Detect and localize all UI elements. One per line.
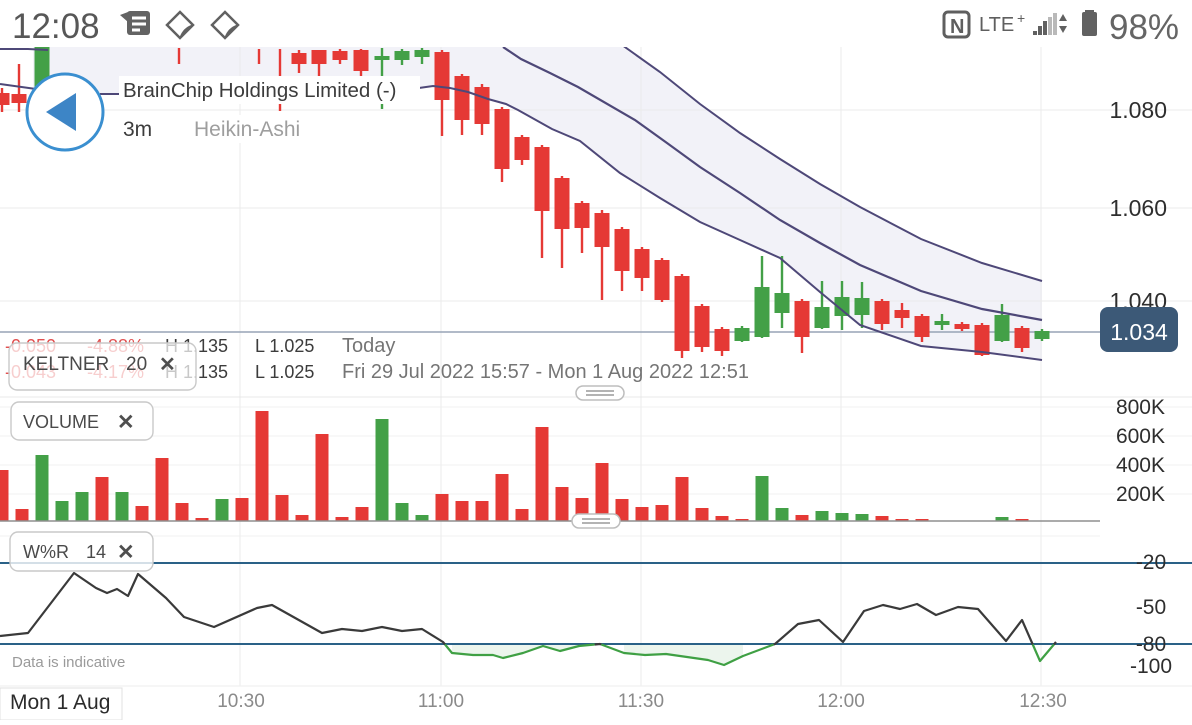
svg-text:✕: ✕ bbox=[117, 541, 135, 564]
svg-text:-80: -80 bbox=[1136, 633, 1166, 656]
svg-text:12:30: 12:30 bbox=[1019, 691, 1067, 712]
svg-text:600K: 600K bbox=[1116, 425, 1165, 448]
svg-text:Mon 1 Aug: Mon 1 Aug bbox=[10, 691, 110, 714]
svg-text:20: 20 bbox=[126, 354, 147, 375]
svg-text:+: + bbox=[1017, 10, 1025, 26]
svg-text:Today: Today bbox=[342, 335, 395, 357]
svg-text:VOLUME: VOLUME bbox=[23, 412, 99, 432]
svg-text:10:30: 10:30 bbox=[217, 691, 265, 712]
svg-text:-100: -100 bbox=[1130, 655, 1172, 678]
svg-text:L 1.025: L 1.025 bbox=[255, 362, 314, 382]
svg-text:14: 14 bbox=[86, 542, 106, 562]
svg-text:800K: 800K bbox=[1116, 396, 1165, 419]
svg-text:N: N bbox=[950, 16, 964, 38]
svg-text:98%: 98% bbox=[1109, 8, 1179, 47]
svg-text:W%R: W%R bbox=[23, 542, 69, 562]
svg-text:-50: -50 bbox=[1136, 596, 1166, 619]
svg-text:200K: 200K bbox=[1116, 483, 1165, 506]
svg-text:Fri 29 Jul 2022 15:57 - Mon 1: Fri 29 Jul 2022 15:57 - Mon 1 Aug 2022 1… bbox=[342, 361, 749, 383]
svg-text:KELTNER: KELTNER bbox=[23, 354, 109, 375]
svg-text:LTE: LTE bbox=[979, 14, 1014, 36]
svg-text:3m: 3m bbox=[123, 118, 152, 141]
svg-text:-20: -20 bbox=[1136, 551, 1166, 574]
svg-text:12:08: 12:08 bbox=[12, 7, 100, 46]
svg-text:11:00: 11:00 bbox=[418, 691, 464, 712]
svg-text:L 1.025: L 1.025 bbox=[255, 336, 314, 356]
svg-text:11:30: 11:30 bbox=[618, 691, 664, 712]
svg-text:1.060: 1.060 bbox=[1109, 195, 1167, 221]
svg-text:✕: ✕ bbox=[117, 411, 135, 434]
svg-text:12:00: 12:00 bbox=[817, 691, 865, 712]
svg-text:Data is indicative: Data is indicative bbox=[12, 654, 125, 671]
svg-text:1.034: 1.034 bbox=[1110, 319, 1168, 345]
svg-text:✕: ✕ bbox=[159, 354, 176, 376]
svg-text:1.080: 1.080 bbox=[1109, 97, 1167, 123]
svg-text:400K: 400K bbox=[1116, 454, 1165, 477]
svg-text:BrainChip Holdings Limited (-): BrainChip Holdings Limited (-) bbox=[123, 79, 396, 102]
svg-text:Heikin-Ashi: Heikin-Ashi bbox=[194, 118, 300, 141]
